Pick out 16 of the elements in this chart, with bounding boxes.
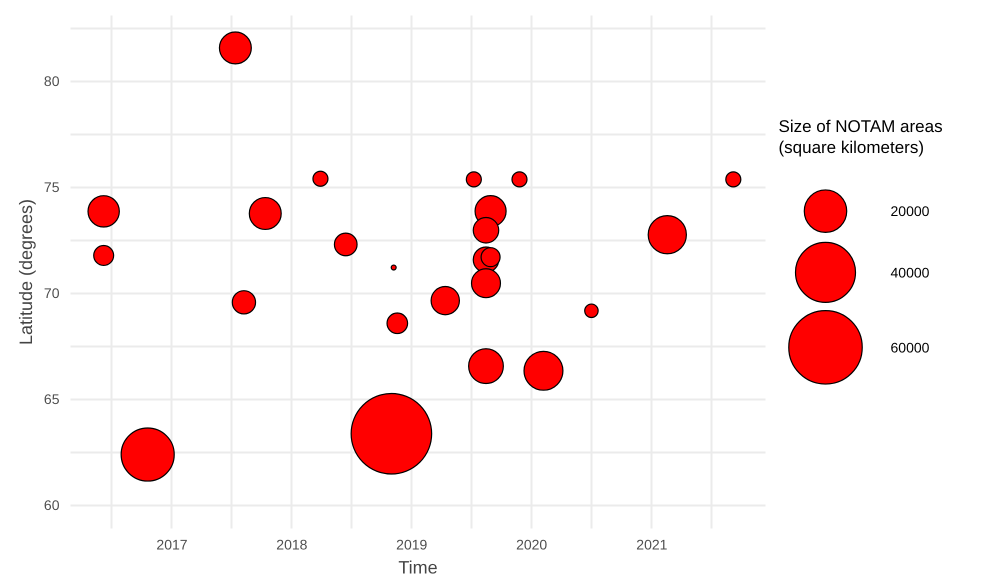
x-tick-label: 2019 — [396, 536, 428, 552]
x-tick-label: 2018 — [276, 536, 308, 552]
legend-label: 60000 — [890, 339, 930, 356]
legend-label: 40000 — [890, 264, 930, 280]
y-tick-label: 65 — [44, 391, 60, 408]
y-tick-label: 60 — [44, 497, 60, 514]
x-tick-label: 2020 — [516, 536, 548, 552]
y-tick-label: 70 — [44, 285, 60, 302]
y-tick-label: 80 — [44, 73, 60, 90]
x-tick-label: 2021 — [636, 536, 668, 552]
y-axis-title: Latitude (degrees) — [16, 198, 36, 346]
x-axis-title: Time — [398, 558, 438, 578]
x-tick-label: 2017 — [156, 536, 188, 552]
y-tick-label: 75 — [44, 179, 60, 196]
legend-label: 20000 — [890, 203, 930, 220]
legend-title: Size of NOTAM areas (square kilometers) — [778, 117, 943, 158]
